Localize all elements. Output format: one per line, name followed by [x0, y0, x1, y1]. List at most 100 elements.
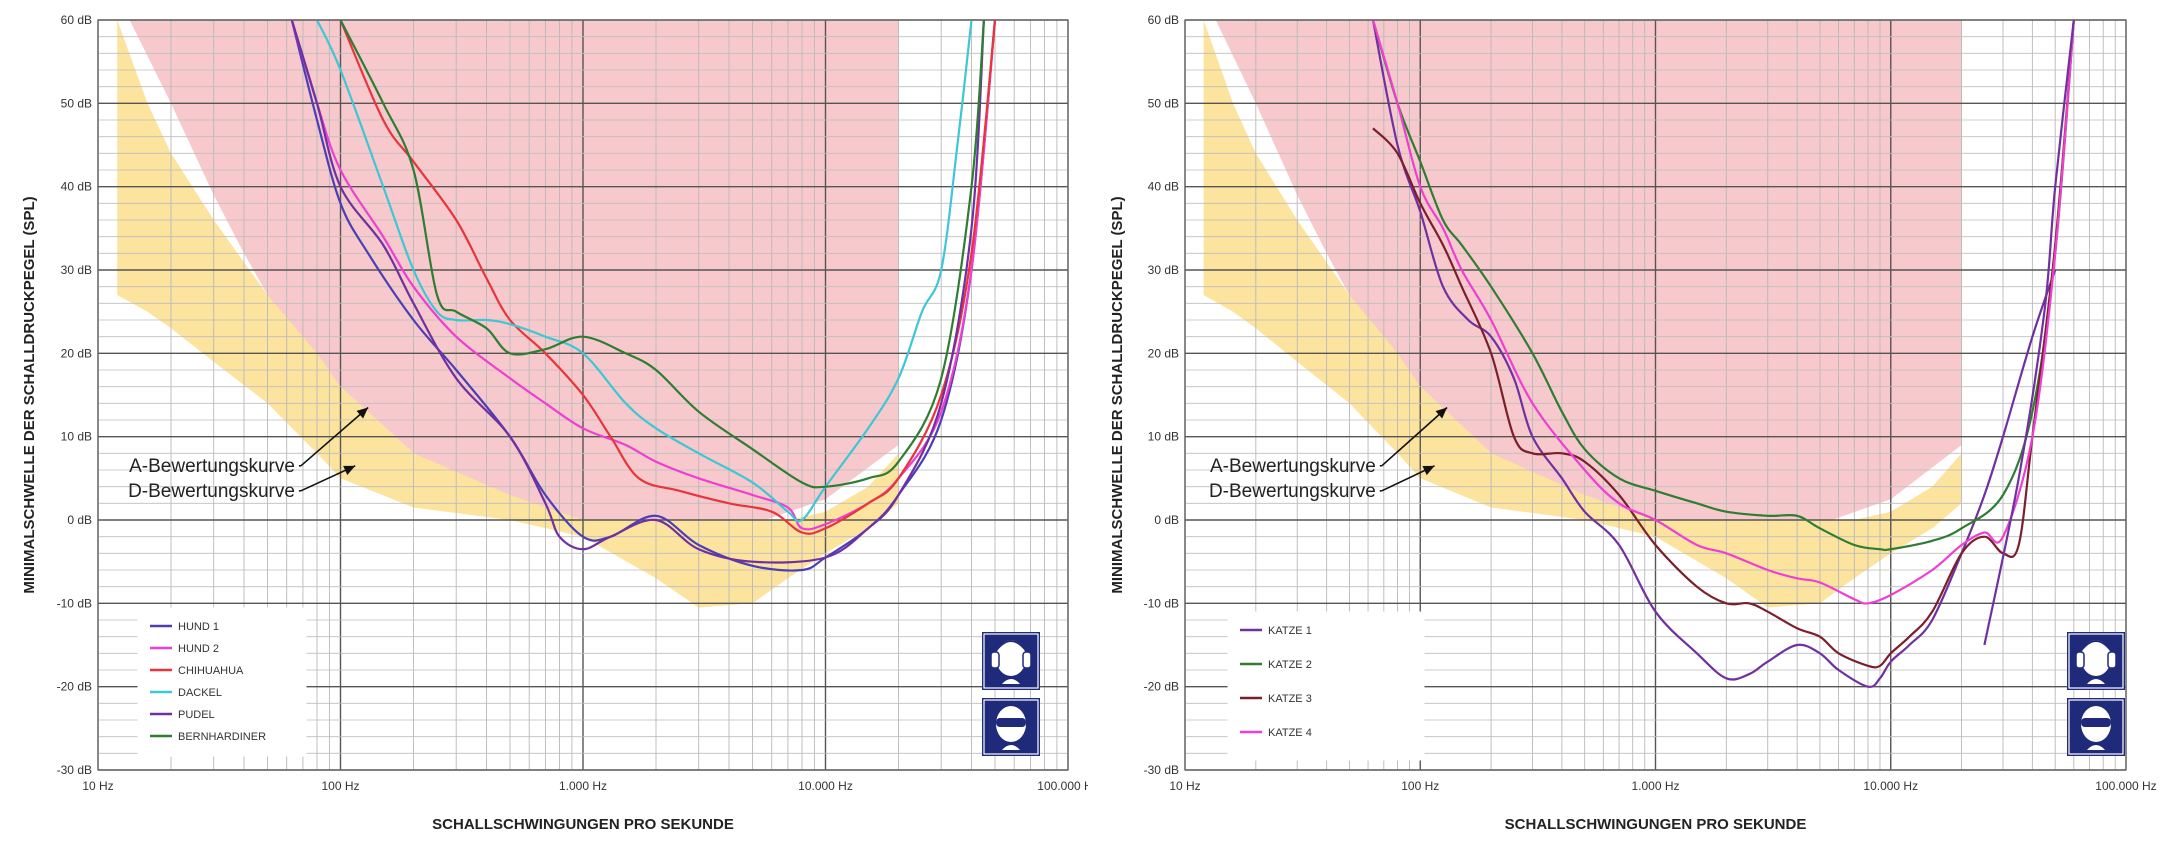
- x-tick-label: 10.000 Hz: [798, 779, 853, 793]
- x-tick-label: 100.000 Hz: [2095, 779, 2156, 793]
- icon-neck: [1002, 745, 1020, 750]
- annotation-label: D-Bewertungskurve: [128, 481, 295, 502]
- legend-label: KATZE 4: [1268, 727, 1312, 739]
- y-tick-label: 30 dB: [1148, 263, 1179, 277]
- series-line-katze-3: [1372, 20, 2075, 669]
- x-tick-label: 10 Hz: [82, 779, 113, 793]
- icon-earmuff-right: [2107, 651, 2117, 669]
- icon-headband: [2079, 640, 2113, 653]
- icon-neck: [1002, 679, 1020, 684]
- legend-label: PUDEL: [178, 709, 215, 721]
- y-tick-label: 40 dB: [1148, 180, 1179, 194]
- y-tick-label: 0 dB: [1154, 513, 1179, 527]
- y-tick-label: 60 dB: [1148, 13, 1179, 27]
- y-tick-label: 40 dB: [61, 180, 92, 194]
- series-line-dackel: [316, 20, 973, 523]
- y-tick-label: 50 dB: [61, 96, 92, 110]
- annotation-arrow-head: [1422, 465, 1435, 476]
- series-line-katze-1-steil: [1983, 20, 2075, 646]
- icon-neck: [2087, 679, 2105, 684]
- x-tick-label: 100 Hz: [1401, 779, 1439, 793]
- annotation-arrow-head: [343, 465, 356, 475]
- icon-head: [2081, 640, 2111, 676]
- x-tick-label: 10 Hz: [1169, 779, 1200, 793]
- legend-label: CHIHUAHUA: [178, 665, 244, 677]
- icon-earmuff-right: [1022, 651, 1032, 669]
- eye-protection-icon: [982, 698, 1040, 756]
- icon-neck: [2087, 745, 2105, 750]
- icon-border: [983, 699, 1039, 755]
- series-line-katze-2: [1371, 20, 2075, 552]
- icon-border: [983, 633, 1039, 689]
- y-tick-label: 30 dB: [61, 263, 92, 277]
- y-axis-title: MINIMALSCHWELLE DER SCHALLDRUCKPEGEL (SP…: [1109, 196, 1126, 593]
- icon-head: [996, 640, 1026, 676]
- y-tick-label: -10 dB: [57, 596, 92, 610]
- icon-earmuff-left: [990, 651, 1000, 669]
- legend-label: BERNHARDINER: [178, 731, 266, 743]
- annotation-label: A-Bewertungskurve: [129, 456, 295, 477]
- annotation-arrow-head: [1435, 407, 1448, 419]
- y-tick-label: -30 dB: [1144, 763, 1179, 777]
- left-chart-panel: 60 dB 50 dB 40 dB 30 dB 20 dB 10 dB 0 dB -10 dB…: [21, 13, 1088, 833]
- legend-label: DACKEL: [178, 687, 222, 699]
- series-lines: [290, 20, 997, 572]
- x-tick-label: 100 Hz: [321, 779, 359, 793]
- y-axis-title: MINIMALSCHWELLE DER SCHALLDRUCKPEGEL (SP…: [21, 196, 38, 593]
- series-lines: [1371, 20, 2075, 689]
- x-axis-title: SCHALLSCHWINGUNGEN PRO SEKUNDE: [432, 816, 734, 833]
- series-line-katze-4: [1371, 20, 2075, 605]
- y-tick-label: -30 dB: [57, 763, 92, 777]
- a-weighting-band: [1215, 20, 1962, 529]
- legend-box: [137, 607, 307, 757]
- legend-label: KATZE 1: [1268, 625, 1312, 637]
- icon-goggles: [996, 718, 1026, 727]
- icon-goggles: [2081, 718, 2111, 727]
- y-tick-label: 60 dB: [61, 13, 92, 27]
- dog-hearing-chart: 60 dB 50 dB 40 dB 30 dB 20 dB 10 dB 0 dB -10 dB…: [21, 13, 1088, 833]
- legend-label: KATZE 3: [1268, 693, 1312, 705]
- icon-border: [2068, 699, 2124, 755]
- series-line-katze-1: [1371, 20, 2057, 689]
- y-tick-label: 50 dB: [1148, 96, 1179, 110]
- d-weighting-band: [117, 20, 899, 608]
- legend-box: [1227, 611, 1425, 761]
- a-weighting-band: [129, 20, 899, 529]
- x-axis-title: SCHALLSCHWINGUNGEN PRO SEKUNDE: [1505, 816, 1807, 833]
- series-line-pudel: [290, 20, 985, 564]
- annotation-arrow-head: [356, 407, 369, 419]
- legend-label: HUND 1: [178, 621, 219, 633]
- icon-border: [2068, 633, 2124, 689]
- ear-protection-icon: [2067, 632, 2125, 690]
- legend-label: HUND 2: [178, 643, 219, 655]
- x-tick-label: 100.000 Hz: [1037, 779, 1088, 793]
- series-line-chihuahua: [339, 20, 997, 535]
- x-tick-label: 1.000 Hz: [1631, 779, 1679, 793]
- plot-frame: [1184, 19, 2127, 771]
- y-tick-label: 20 dB: [1148, 346, 1179, 360]
- ear-protection-icon: [982, 632, 1040, 690]
- y-tick-label: 10 dB: [1148, 430, 1179, 444]
- y-tick-label: 20 dB: [61, 346, 92, 360]
- icon-headband: [994, 640, 1028, 653]
- y-tick-label: -20 dB: [1144, 680, 1179, 694]
- x-tick-label: 10.000 Hz: [1863, 779, 1918, 793]
- weighting-bands: [117, 20, 899, 608]
- annotation-label: D-Bewertungskurve: [1209, 481, 1376, 502]
- icon-earmuff-left: [2075, 651, 2085, 669]
- y-tick-label: 0 dB: [67, 513, 92, 527]
- eye-protection-icon: [2067, 698, 2125, 756]
- y-tick-label: -20 dB: [57, 680, 92, 694]
- legend-label: KATZE 2: [1268, 659, 1312, 671]
- right-chart-panel: 60 dB 50 dB 40 dB 30 dB 20 dB 10 dB 0 dB -10 dB…: [1088, 0, 2176, 849]
- d-weighting-band: [1203, 20, 1962, 608]
- annotation-label: A-Bewertungskurve: [1210, 456, 1376, 477]
- y-tick-label: 10 dB: [61, 430, 92, 444]
- annotation-arrow-shaft: [300, 406, 369, 467]
- series-line-bernhardiner: [339, 20, 985, 489]
- annotation-arrow-shaft: [1381, 406, 1448, 467]
- y-tick-label: -10 dB: [1144, 596, 1179, 610]
- x-tick-label: 1.000 Hz: [559, 779, 607, 793]
- plot-frame: [97, 19, 1069, 771]
- cat-hearing-chart: 60 dB 50 dB 40 dB 30 dB 20 dB 10 dB 0 dB -10 dB…: [1109, 13, 2157, 833]
